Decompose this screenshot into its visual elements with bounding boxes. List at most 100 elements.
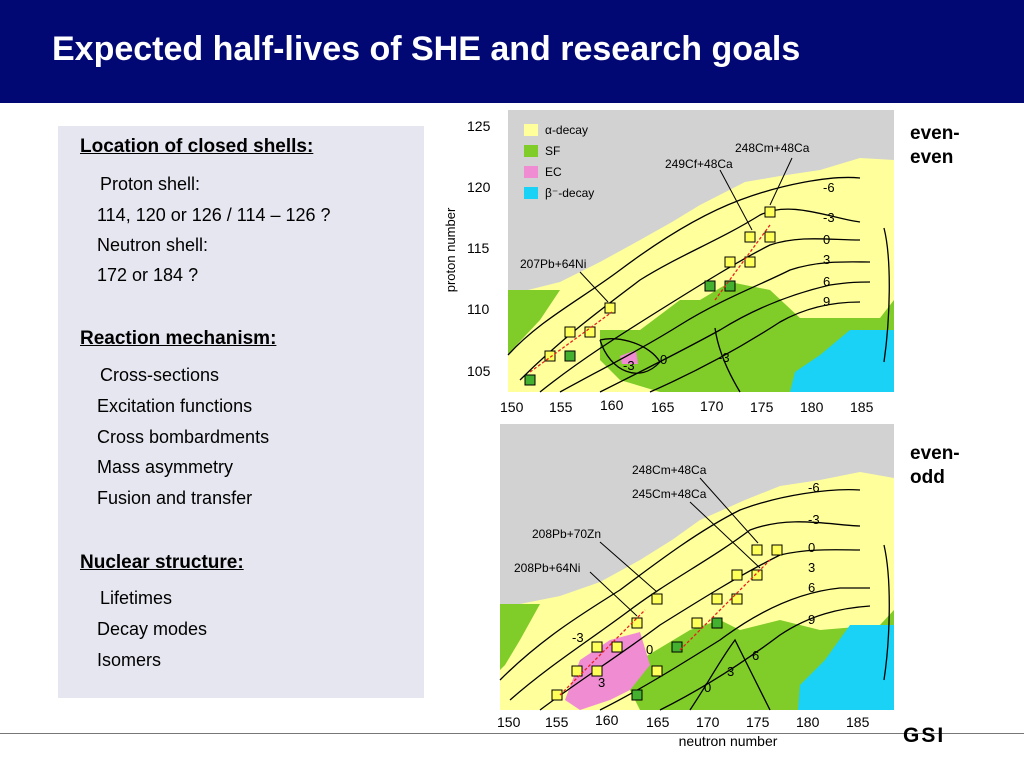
contour-label: 0 (646, 642, 653, 657)
beta-region (798, 625, 894, 710)
shell-marker (591, 641, 603, 653)
shell-marker (751, 569, 763, 581)
contour-labels: -6 -3 0 3 6 9 -3 0 -3 (623, 180, 835, 373)
x-tick-label: 185 (850, 399, 874, 415)
list-item: 114, 120 or 126 / 114 – 126 ? (97, 205, 331, 225)
x-tick-label: 180 (796, 714, 820, 730)
y-tick-label: 125 (467, 118, 491, 134)
shell-marker (704, 280, 716, 292)
shell-marker (551, 689, 563, 701)
reaction-labels: 248Cm+48Ca 249Cf+48Ca 207Pb+64Ni (520, 141, 810, 271)
reaction-labels: 248Cm+48Ca 245Cm+48Ca 208Pb+70Zn 208Pb+6… (514, 463, 707, 575)
list-item: Mass asymmetry (97, 457, 234, 477)
shell-marker (691, 617, 703, 629)
y-tick-label: 120 (467, 179, 491, 195)
ec-region (565, 632, 650, 710)
section-heading-closed-shells: Location of closed shells: (80, 136, 314, 157)
reaction-arrows (559, 559, 771, 696)
legend-sf-swatch (524, 145, 538, 157)
x-tick-label: 160 (595, 712, 619, 728)
shell-marker (604, 302, 616, 314)
contour-label: 6 (823, 274, 830, 289)
legend-ec-label: EC (545, 165, 562, 179)
shell-marker (751, 544, 763, 556)
shell-marker (584, 326, 596, 338)
chart-even-odd: 248Cm+48Ca 245Cm+48Ca 208Pb+70Zn 208Pb+6… (497, 424, 894, 749)
shell-marker (611, 641, 623, 653)
shell-marker (731, 569, 743, 581)
label-even-odd: even- odd (910, 443, 960, 488)
list-item: Excitation functions (97, 396, 253, 416)
shell-marker (671, 641, 683, 653)
shell-marker (724, 280, 736, 292)
beta-region (790, 330, 894, 392)
x-tick-label: 170 (700, 398, 724, 414)
contour-label: 0 (823, 232, 830, 247)
x-tick-label: 170 (696, 714, 720, 730)
contour-label: 6 (752, 648, 759, 663)
annotation-lines (579, 157, 793, 303)
contour-label: -3 (623, 358, 635, 373)
shell-marker (544, 350, 556, 362)
x-tick-label: 150 (497, 714, 521, 730)
label-even-even: even- even (910, 123, 960, 168)
contour-label: 3 (808, 560, 815, 575)
sf-region (500, 604, 540, 670)
contour-label: 0 (808, 540, 815, 555)
y-tick-label: 110 (467, 301, 490, 317)
contour-label: -3 (808, 512, 820, 527)
legend-sf-label: SF (545, 144, 560, 158)
contour-label: -6 (808, 480, 820, 495)
list-item: Fusion and transfer (97, 488, 253, 508)
contour-label: 0 (704, 680, 711, 695)
list-item: Lifetimes (100, 588, 173, 608)
shell-marker (591, 665, 603, 677)
list-item: Proton shell: (100, 174, 201, 194)
chart-even-even: α-decay SF EC β⁻-decay 248Cm+48Ca 249Cf+… (443, 110, 894, 415)
shell-marker (564, 326, 576, 338)
shell-marker (764, 206, 776, 218)
list-item: Cross-sections (100, 365, 220, 385)
x-tick-label: 160 (600, 397, 624, 413)
list-item: Cross bombardments (97, 427, 270, 447)
x-tick-label: 155 (549, 399, 573, 415)
y-axis-ticks: 105 110 115 120 125 (467, 118, 491, 379)
x-tick-label: 185 (846, 714, 870, 730)
reaction-label: 248Cm+48Ca (632, 463, 707, 477)
goals-panel: Location of closed shells: Proton shell:… (58, 126, 424, 698)
x-tick-label: 165 (651, 399, 675, 415)
list-item: Isomers (97, 650, 162, 670)
shell-marker (564, 350, 576, 362)
shell-marker (651, 665, 663, 677)
sf-region (508, 290, 560, 355)
contour-label: 9 (823, 294, 830, 309)
x-tick-label: 175 (750, 399, 774, 415)
legend: α-decay SF EC β⁻-decay (524, 123, 594, 200)
shell-markers (524, 206, 776, 386)
x-tick-label: 150 (500, 399, 524, 415)
list-item: Neutron shell: (97, 235, 209, 255)
gsi-logo: GSI (903, 724, 946, 747)
contour-label: -3 (823, 210, 835, 225)
x-tick-label: 165 (646, 714, 670, 730)
y-tick-label: 105 (467, 363, 491, 379)
contour-label: -3 (572, 630, 584, 645)
shell-marker (771, 544, 783, 556)
shell-marker (571, 665, 583, 677)
y-tick-label: 115 (467, 240, 490, 256)
shell-marker (711, 617, 723, 629)
reaction-label: 248Cm+48Ca (735, 141, 810, 155)
x-axis-ticks: 150 155 160 165 170 175 180 185 (500, 397, 874, 415)
shell-marker (711, 593, 723, 605)
ec-region (620, 350, 638, 364)
contour-label: 6 (808, 580, 815, 595)
x-tick-label: 175 (746, 714, 770, 730)
x-tick-label: 155 (545, 714, 569, 730)
contour-label: 0 (660, 352, 667, 367)
contour-label: 3 (823, 252, 830, 267)
reaction-label: 249Cf+48Ca (665, 157, 733, 171)
annotation-lines (589, 477, 761, 617)
legend-alpha-swatch (524, 124, 538, 136)
shell-marker (631, 689, 643, 701)
shell-marker (631, 617, 643, 629)
